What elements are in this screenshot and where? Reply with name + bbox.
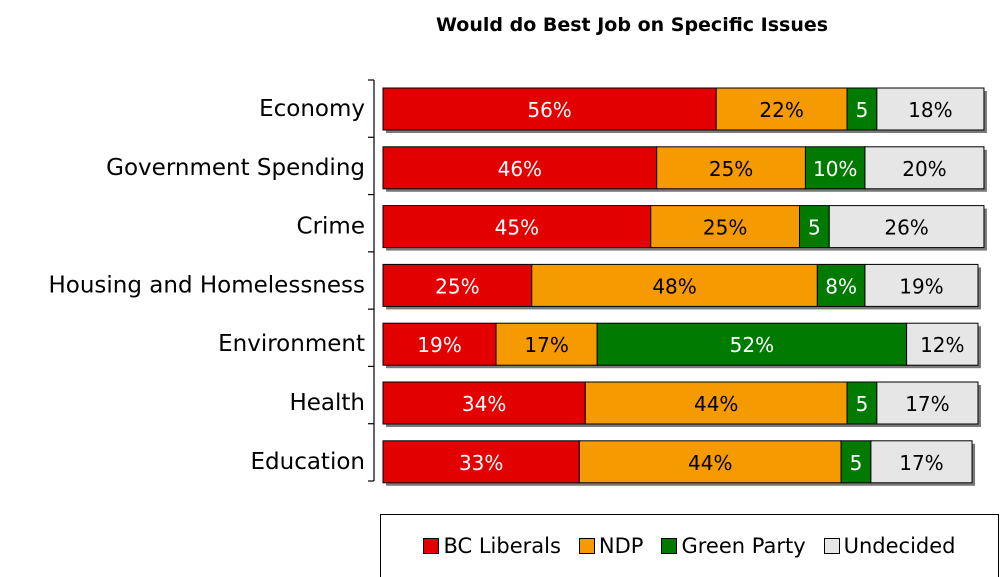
legend-item: Green Party	[661, 534, 806, 558]
data-label: 56%	[527, 98, 571, 122]
legend-item: Undecided	[823, 534, 956, 558]
bar-segment	[816, 263, 866, 307]
legend-label: Green Party	[681, 534, 806, 558]
bar-segment	[846, 381, 878, 425]
data-label: 33%	[459, 451, 503, 475]
data-label: 17%	[524, 333, 568, 357]
bar-segment	[870, 440, 973, 484]
data-label: 10%	[813, 157, 857, 181]
bar-segment	[804, 146, 866, 190]
bar-segment	[382, 205, 652, 249]
data-label: 46%	[498, 157, 542, 181]
category-label: Government Spending	[106, 155, 365, 181]
legend-item: NDP	[578, 534, 644, 558]
data-label: 22%	[759, 98, 803, 122]
data-label: 48%	[652, 274, 696, 298]
data-label: 17%	[899, 451, 943, 475]
data-label: 19%	[417, 333, 461, 357]
data-label: 12%	[920, 333, 964, 357]
chart-title: Would do Best Job on Specific Issues	[436, 14, 829, 36]
legend-swatch	[423, 538, 440, 554]
legend: BC Liberals NDP Green Party Undecided	[380, 514, 999, 577]
bar-segment	[864, 263, 979, 307]
bar-segment	[596, 322, 908, 366]
legend-swatch	[661, 538, 678, 554]
data-label: 5	[856, 392, 869, 416]
data-label: 20%	[902, 157, 946, 181]
data-label: 25%	[709, 157, 753, 181]
data-label: 5	[856, 98, 869, 122]
bar-segment	[846, 87, 878, 131]
legend-swatch	[823, 538, 840, 554]
bar-segment	[656, 146, 806, 190]
category-label: Environment	[218, 331, 365, 357]
data-label: 19%	[899, 274, 943, 298]
category-label: Health	[289, 390, 365, 416]
category-label: Crime	[297, 214, 365, 240]
bar-segment	[715, 87, 848, 131]
data-label: 25%	[435, 274, 479, 298]
data-label: 34%	[462, 392, 506, 416]
data-label: 25%	[703, 216, 747, 240]
bar-segment	[828, 205, 985, 249]
bar-segment	[876, 381, 979, 425]
category-label: Economy	[259, 96, 365, 122]
bar-segment	[864, 146, 985, 190]
category-label: Housing and Homelessness	[48, 272, 365, 298]
legend-label: NDP	[598, 534, 644, 558]
data-label: 5	[808, 216, 821, 240]
bar-segment	[382, 146, 658, 190]
data-label: 5	[850, 451, 863, 475]
bar-segment	[531, 263, 818, 307]
bar-segment	[382, 381, 586, 425]
bar-segment	[650, 205, 800, 249]
category-label: Education	[250, 449, 365, 475]
data-label: 44%	[688, 451, 732, 475]
data-label: 8%	[825, 274, 857, 298]
data-label: 44%	[694, 392, 738, 416]
bar-segment	[906, 322, 979, 366]
bar-segment	[382, 263, 533, 307]
data-label: 45%	[495, 216, 539, 240]
data-label: 52%	[730, 333, 774, 357]
data-label: 26%	[884, 216, 928, 240]
bar-segment	[799, 205, 830, 249]
legend-label: Undecided	[843, 534, 956, 558]
bar-segment	[382, 440, 580, 484]
legend-label: BC Liberals	[443, 534, 561, 558]
bar-segment	[876, 87, 985, 131]
bar-segment	[382, 322, 497, 366]
legend-swatch	[578, 538, 595, 554]
data-label: 18%	[908, 98, 952, 122]
bar-segment	[382, 87, 717, 131]
data-label: 17%	[905, 392, 949, 416]
legend-item: BC Liberals	[423, 534, 561, 558]
